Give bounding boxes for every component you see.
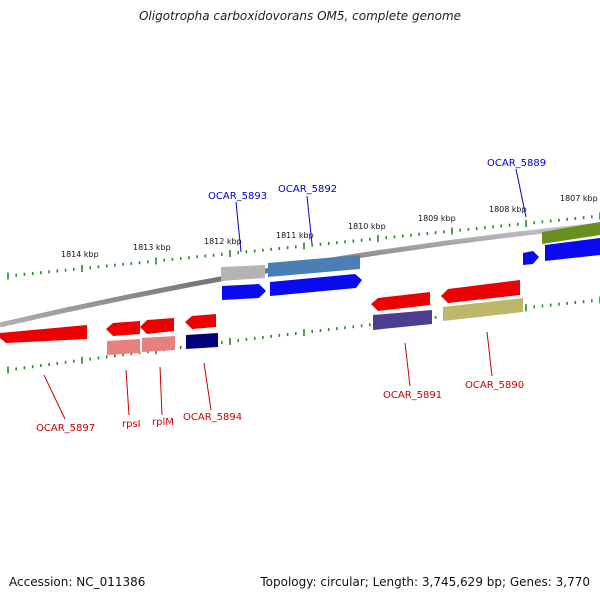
gene-arrow-ocar-5894[interactable]: [185, 314, 216, 329]
scale-label-1811: 1811 kbp: [276, 231, 314, 240]
leader-ocar-5894: [203, 362, 212, 411]
gene-arrow-rplm[interactable]: [140, 318, 174, 334]
leader-ocar-5892: [306, 195, 313, 245]
label-ocar-5893[interactable]: OCAR_5893: [208, 191, 267, 202]
leader-ocar-5891: [404, 342, 411, 387]
scale-label-1808: 1808 kbp: [489, 205, 527, 214]
upper-scale-ticks: [7, 212, 600, 280]
feature-pink-lower-2[interactable]: [142, 336, 175, 352]
scale-label-1812: 1812 kbp: [204, 237, 242, 246]
leader-rplm: [159, 366, 163, 416]
label-ocar-5889[interactable]: OCAR_5889: [487, 158, 546, 169]
feature-grey-upper[interactable]: [221, 265, 265, 281]
feature-khaki-lower[interactable]: [443, 298, 523, 321]
scale-label-1810: 1810 kbp: [348, 222, 386, 231]
gene-arrow-ocar-5893[interactable]: [222, 284, 266, 300]
label-ocar-5890[interactable]: OCAR_5890: [465, 380, 524, 391]
gene-arrow-ocar-5890[interactable]: [441, 280, 520, 303]
leader-ocar-5889: [515, 168, 527, 218]
gene-arrow-ocar-5889[interactable]: [545, 238, 600, 261]
scale-label-1814: 1814 kbp: [61, 250, 99, 259]
leader-ocar-5893: [235, 201, 242, 253]
reverse-features: [0, 280, 523, 355]
feature-pink-lower-1[interactable]: [107, 339, 140, 355]
feature-purple-lower[interactable]: [373, 310, 432, 330]
label-ocar-5894[interactable]: OCAR_5894: [183, 412, 242, 423]
map-title: Oligotropha carboxidovorans OM5, complet…: [138, 9, 462, 23]
feature-steelblue-upper[interactable]: [268, 255, 360, 277]
scale-label-1813: 1813 kbp: [133, 243, 171, 252]
feature-navy-lower[interactable]: [186, 333, 218, 349]
leader-ocar-5890: [486, 331, 493, 377]
gene-arrow-ocar-5891[interactable]: [371, 292, 430, 311]
label-ocar-5892[interactable]: OCAR_5892: [278, 184, 337, 195]
genome-summary-text: Topology: circular; Length: 3,745,629 bp…: [260, 575, 590, 589]
leader-rpsi: [125, 369, 130, 416]
feature-olive-upper[interactable]: [542, 222, 600, 244]
gene-arrow-ocar-5897[interactable]: [0, 325, 87, 343]
gene-arrow-ocar-5889-small[interactable]: [523, 251, 539, 265]
label-rpsi[interactable]: rpsI: [122, 419, 141, 430]
gene-arrow-ocar-5892[interactable]: [270, 274, 362, 296]
forward-features: [221, 222, 600, 300]
gene-arrow-rpsi[interactable]: [106, 321, 140, 336]
label-ocar-5891[interactable]: OCAR_5891: [383, 390, 442, 401]
leader-ocar-5897: [43, 374, 66, 420]
scale-label-1807: 1807 kbp: [560, 194, 598, 203]
label-ocar-5897[interactable]: OCAR_5897: [36, 423, 95, 434]
scale-label-1809: 1809 kbp: [418, 214, 456, 223]
accession-text: Accession: NC_011386: [9, 575, 146, 589]
label-rplm[interactable]: rplM: [152, 417, 174, 428]
